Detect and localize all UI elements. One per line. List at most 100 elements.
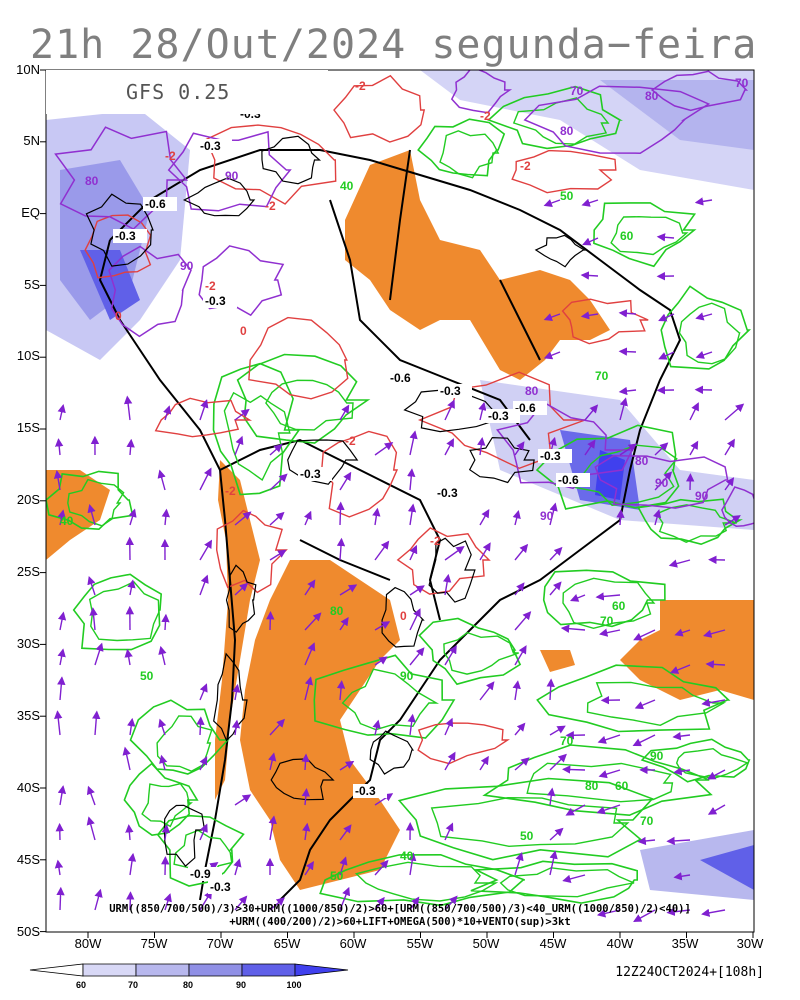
wind-vector	[234, 895, 248, 911]
contour-label-bg	[208, 880, 242, 894]
wind-vector	[54, 438, 64, 456]
wind-vector	[543, 313, 561, 322]
humidity-contour-green	[562, 577, 656, 630]
wind-vector	[57, 611, 67, 631]
wind-vector	[339, 856, 348, 876]
wind-vector	[547, 787, 556, 806]
contour-label-bg	[198, 139, 232, 153]
wind-vector	[479, 508, 490, 526]
contour-label-red: -2	[345, 434, 356, 448]
wind-vector	[619, 397, 628, 421]
wind-vector	[125, 824, 134, 841]
wind-vector	[514, 851, 524, 876]
wind-vector	[514, 441, 525, 456]
contour-label-black: -0.3	[437, 486, 458, 500]
wind-vector	[232, 683, 241, 701]
contour-label-purple: 80	[525, 384, 539, 398]
wind-vector	[658, 351, 675, 360]
contour-label-red: -2	[480, 109, 491, 123]
wind-vector	[514, 757, 530, 771]
wind-vector	[618, 347, 637, 356]
lat-label: 30S	[16, 636, 40, 651]
model-name: GFS 0.25	[126, 80, 231, 104]
wind-vector	[514, 582, 525, 596]
wind-vector	[163, 405, 172, 421]
wind-vector	[666, 907, 691, 916]
contour-label-purple: 70	[735, 76, 749, 90]
omega-contour-black	[369, 730, 415, 775]
wind-vector	[161, 824, 171, 841]
wind-vector	[444, 895, 458, 911]
humidity-contour-green	[88, 581, 160, 642]
wind-vector	[94, 642, 104, 666]
contour-label-bg	[538, 449, 572, 463]
omega-contour-black	[182, 177, 256, 217]
wind-vector	[543, 199, 561, 207]
wind-vector	[339, 584, 358, 596]
humidity-contour-green	[655, 504, 737, 543]
wind-vector	[372, 507, 381, 526]
contour-label-green: 40	[400, 849, 414, 863]
contour-label-bg	[298, 467, 332, 481]
wind-vector	[409, 647, 425, 666]
wind-vector	[580, 271, 599, 280]
wind-vector	[565, 804, 586, 816]
wind-vector	[339, 760, 355, 771]
lon-label: 80W	[74, 936, 102, 951]
wind-vector	[126, 891, 135, 911]
lift-contour-red	[417, 371, 586, 470]
wind-vector	[57, 404, 66, 421]
wind-vector	[570, 593, 586, 602]
wind-vector	[372, 719, 381, 736]
lon-label: 65W	[273, 936, 301, 951]
humidity-contour-green	[313, 654, 456, 739]
wind-vector	[339, 617, 349, 631]
wind-vector	[374, 896, 385, 911]
wind-vector	[444, 399, 455, 421]
contour-labels: 4050607080906070504050607080907050408070…	[60, 76, 749, 894]
contour-label-red: -2	[225, 484, 236, 498]
contour-label-red: -2	[265, 199, 276, 213]
colorbar-label: 90	[235, 980, 246, 990]
wind-vector	[562, 874, 586, 883]
omega-contour-black	[261, 135, 322, 185]
wind-vector	[479, 681, 495, 701]
humidity-contour-green	[487, 85, 623, 150]
wind-vector	[673, 872, 691, 881]
wind-vector	[514, 543, 529, 561]
wind-vector	[234, 435, 244, 456]
contour-label-black: -0.3	[355, 784, 376, 798]
contour-label-green: 90	[650, 749, 664, 763]
wind-vector	[339, 404, 350, 421]
wind-vector	[549, 502, 558, 526]
lat-label: 25S	[16, 564, 40, 579]
contour-label-purple: 80	[645, 89, 659, 103]
omega-contour-black	[225, 564, 257, 633]
wind-vector	[234, 794, 252, 806]
lift-contour-red	[333, 74, 426, 143]
omega-contour-black	[403, 386, 497, 433]
wind-vector	[56, 886, 65, 911]
lat-label: 5N	[23, 133, 40, 148]
wind-vector	[266, 611, 275, 631]
contour-label-green: 60	[612, 599, 626, 613]
colorbar-segment	[241, 963, 296, 977]
wind-vector	[705, 660, 726, 669]
wind-vector	[549, 546, 563, 561]
wind-vector	[512, 509, 521, 526]
lon-label: 55W	[406, 936, 434, 951]
colorbar-segment	[294, 963, 349, 977]
wind-vector	[374, 621, 391, 631]
contour-label-purple: 80	[560, 124, 574, 138]
wind-vector	[444, 438, 454, 456]
wind-vector	[123, 395, 133, 421]
contour-label-purple: 90	[655, 476, 669, 490]
humidity-contour-green	[123, 762, 199, 837]
wind-vector	[689, 402, 699, 421]
wind-vector	[409, 896, 420, 911]
contour-label-purple: 90	[180, 259, 194, 273]
wind-vector	[407, 468, 416, 491]
contour-label-green: 70	[640, 814, 654, 828]
wind-vector	[87, 504, 96, 526]
wind-vector	[444, 644, 457, 666]
